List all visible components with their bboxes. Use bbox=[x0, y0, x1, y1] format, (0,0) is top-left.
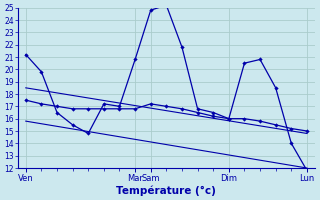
X-axis label: Température (°c): Température (°c) bbox=[116, 185, 216, 196]
